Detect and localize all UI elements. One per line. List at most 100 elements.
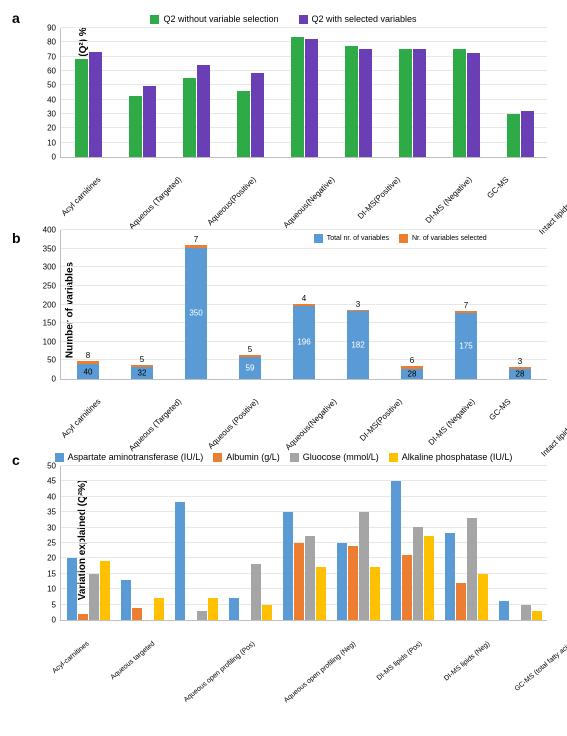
bar-segment-total: 28 [401, 369, 423, 380]
legend-label: Aspartate aminotransferase (IU/L) [68, 452, 204, 462]
bar-value: 6 [410, 356, 414, 365]
bar-group [439, 518, 493, 620]
y-tick: 20 [26, 554, 56, 563]
bar [337, 543, 347, 621]
bar [521, 111, 534, 157]
bars-area: 4083253507595196418232861757283 [61, 230, 547, 379]
bar [413, 49, 426, 157]
legend-label: Q2 with selected variables [312, 14, 417, 24]
y-tick: 400 [26, 226, 56, 235]
bar [413, 527, 423, 620]
bar [208, 598, 218, 620]
legend-swatch [290, 453, 299, 462]
legend-item: Alkaline phosphatase (IU/L) [389, 452, 513, 462]
y-tick: 90 [26, 24, 56, 33]
bar [467, 518, 477, 620]
panel-label: b [12, 230, 21, 246]
bar [291, 37, 304, 157]
bar [175, 502, 185, 620]
bar-group [169, 65, 223, 157]
bar [467, 53, 480, 157]
bar-segment-selected: 4 [293, 304, 315, 306]
y-tick: 50 [26, 462, 56, 471]
bar [370, 567, 380, 620]
panel-label: c [12, 452, 20, 468]
stacked-bar: 1964 [293, 304, 315, 379]
bar [445, 533, 455, 620]
chart-panel-b: bNumber of variables05010015020025030035… [10, 230, 557, 389]
bar-value: 3 [356, 300, 360, 309]
bars-area [61, 28, 547, 157]
legend-item: Albumin (g/L) [213, 452, 280, 462]
y-tick: 50 [26, 81, 56, 90]
bar-group: 286 [385, 230, 439, 379]
bar-group [439, 49, 493, 157]
bar-segment-selected: 3 [347, 310, 369, 311]
y-tick: 0 [26, 375, 56, 384]
bar-group: 1757 [439, 230, 493, 379]
bar [154, 598, 164, 620]
bar [89, 574, 99, 621]
bar-group [61, 52, 115, 157]
stacked-bar: 1823 [347, 310, 369, 379]
bar-value: 28 [516, 369, 525, 378]
bar-segment-selected: 6 [401, 366, 423, 368]
plot-area: 0102030405060708090 [60, 28, 547, 158]
bar [132, 608, 142, 620]
bar-group: 325 [115, 230, 169, 379]
legend-swatch [213, 453, 222, 462]
bar [456, 583, 466, 620]
bar [78, 614, 88, 620]
bar [251, 564, 261, 620]
bar-segment-total: 32 [131, 367, 153, 379]
bar [424, 536, 434, 620]
bar-group [115, 86, 169, 157]
y-tick: 20 [26, 124, 56, 133]
stacked-bar: 408 [77, 361, 99, 379]
bar-group [169, 502, 223, 620]
y-tick: 0 [26, 616, 56, 625]
y-tick: 40 [26, 492, 56, 501]
legend-swatch [55, 453, 64, 462]
stacked-bar: 1757 [455, 311, 477, 379]
bar [532, 611, 542, 620]
bar [453, 49, 466, 157]
chart-legend: Aspartate aminotransferase (IU/L) Albumin… [54, 452, 514, 462]
bar-segment-total: 182 [347, 311, 369, 379]
stacked-bar: 325 [131, 365, 153, 379]
bar [294, 543, 304, 621]
bar-segment-selected: 7 [455, 311, 477, 314]
legend-item: Q2 without variable selection [150, 14, 278, 24]
bar-group [385, 49, 439, 157]
legend-item: Q2 with selected variables [299, 14, 417, 24]
bar-group [331, 46, 385, 157]
bar [305, 536, 315, 620]
bar-value: 7 [194, 235, 198, 244]
y-tick: 15 [26, 569, 56, 578]
bar-group: 1964 [277, 230, 331, 379]
bar-value: 8 [86, 351, 90, 360]
bar [129, 96, 142, 157]
y-tick: 30 [26, 523, 56, 532]
bar [67, 558, 77, 620]
bar-value: 32 [138, 369, 147, 378]
bar [75, 59, 88, 157]
plot-area: 050100150200250300350400Total nr. of var… [60, 230, 547, 380]
legend-label: Alkaline phosphatase (IU/L) [402, 452, 513, 462]
bar [478, 574, 488, 621]
legend-swatch [299, 15, 308, 24]
y-tick: 70 [26, 52, 56, 61]
chart-legend: Q2 without variable selection Q2 with sel… [10, 14, 557, 24]
bar-group: 3507 [169, 230, 223, 379]
bar [305, 39, 318, 157]
y-tick: 10 [26, 138, 56, 147]
bar-group [277, 512, 331, 621]
bar-value: 4 [302, 294, 306, 303]
legend-swatch [150, 15, 159, 24]
bar-segment-total: 28 [509, 369, 531, 380]
bar-group: 1823 [331, 230, 385, 379]
bar-segment-selected: 7 [185, 245, 207, 248]
y-axis-ticks: 050100150200250300350400 [26, 230, 56, 379]
bar-value: 182 [351, 340, 364, 349]
stacked-bar: 595 [239, 355, 261, 379]
